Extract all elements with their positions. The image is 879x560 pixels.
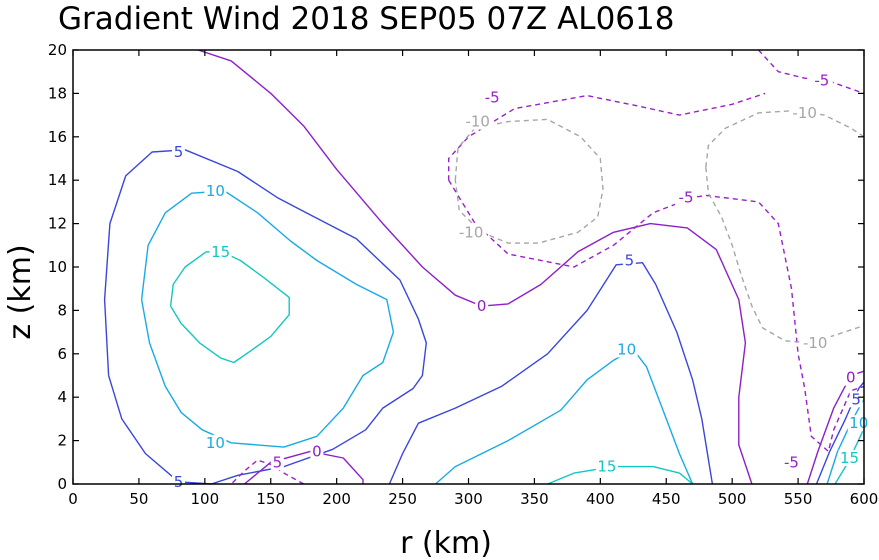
x-axis-label: r (km) [400,526,492,560]
x-axis-ticks: 0 50 100 150 200 250 300 350 400 450 500 550 600 [68,50,878,508]
contour-labels: 15 10 5 10 5 5 0 0 5 10 15 -5 -10 -10 -5 -5 -10 -10 -5 0 5 10… [171,71,870,491]
contour-label-17: -10 [803,334,828,352]
contour-label-bg-13 [455,224,487,241]
contour-label-bg-17 [799,334,831,351]
x-tick-label-12: 600 [850,490,879,508]
contour-label-bg-11 [481,89,504,106]
contour-label-bg-3 [204,434,227,451]
y-tick-label-7: 14 [48,171,67,189]
y-axis-ticks: 0 2 4 6 8 10 12 14 16 18 20 [48,41,864,493]
contour-label-bg-15 [810,72,833,89]
contour-label-0: 15 [211,243,230,261]
contour-label-bg-1 [204,183,227,200]
y-tick-label-3: 6 [57,345,67,363]
contour-label-bg-19 [844,369,858,386]
x-tick-label-8: 400 [586,490,615,508]
contour-label-1: 10 [206,182,225,200]
contour-label-bg-5 [270,454,284,471]
contour-label-11: -5 [485,89,500,107]
contour-line--5-12 [230,459,305,485]
chart-title: Gradient Wind 2018 SEP05 07Z AL0618 [58,1,674,37]
contour-label-bg-18 [780,454,803,471]
x-tick-label-3: 150 [256,490,285,508]
x-tick-label-5: 250 [388,490,417,508]
contour-label-bg-7 [475,298,489,315]
x-tick-label-11: 550 [784,490,813,508]
y-tick-label-8: 16 [48,128,67,146]
contour-label-bg-14 [675,189,698,206]
contour-line-5-6 [103,149,427,485]
y-tick-label-5: 10 [48,258,67,276]
contour-label-16: -10 [792,104,817,122]
contour-label-4: 5 [174,473,184,491]
contour-line-10-3 [140,190,395,448]
contour-line--5-15 [448,179,865,453]
contour-line--10-17 [705,110,865,168]
x-tick-label-1: 50 [129,490,148,508]
contour-line--10-18 [705,167,865,344]
contour-label-bg-6 [310,443,324,460]
x-tick-label-0: 0 [68,490,78,508]
contour-label-bg-20 [849,391,863,408]
contour-line-5-8 [815,381,865,485]
contour-label-19: 0 [846,369,856,387]
contour-label-bg-16 [789,104,821,121]
y-tick-label-0: 0 [57,475,67,493]
contour-label-5: 5 [273,453,283,471]
y-tick-label-6: 12 [48,215,67,233]
contour-label-bg-8 [622,252,636,269]
contour-line-15-0 [169,251,290,364]
contour-label-18: -5 [784,453,799,471]
contour-line-10-4 [435,348,694,485]
contour-label-6: 0 [312,442,322,460]
contour-label-bg-22 [838,449,861,466]
contour-label-7: 0 [477,297,487,315]
contour-label-bg-10 [595,458,618,475]
contour-label-20: 5 [851,390,861,408]
contour-label-bg-2 [171,143,185,160]
contour-line-5-7 [388,262,714,485]
contour-label-14: -5 [679,189,694,207]
y-tick-label-4: 8 [57,301,67,319]
contour-label-bg-0 [209,243,232,260]
x-tick-label-4: 200 [322,490,351,508]
contour-label-3: 10 [206,434,225,452]
y-tick-label-9: 18 [48,84,67,102]
contour-label-21: 10 [849,414,868,432]
contour-label-bg-9 [615,341,638,358]
contour-line--5-13 [757,49,865,95]
contour-line-0-9 [197,49,753,485]
contour-label-22: 15 [840,449,859,467]
contour-label-10: 15 [597,458,616,476]
x-tick-label-2: 100 [191,490,220,508]
contour-line--10-16 [454,118,604,244]
y-tick-label-10: 20 [48,41,67,59]
contour-lines [103,49,865,485]
contour-label-bg-4 [171,473,185,490]
contour-label-2: 5 [174,143,184,161]
contour-label-12: -10 [465,113,490,131]
contour-label-15: -5 [814,71,829,89]
contour-line-15-1 [547,465,694,485]
x-tick-label-9: 450 [652,490,681,508]
contour-label-13: -10 [459,223,484,241]
x-tick-label-7: 350 [520,490,549,508]
x-tick-label-6: 300 [454,490,483,508]
y-tick-label-1: 2 [57,432,67,450]
contour-label-bg-12 [462,113,494,130]
contour-line--5-14 [448,92,766,181]
y-axis-label: z (km) [3,244,38,339]
y-tick-label-2: 4 [57,388,67,406]
x-tick-label-10: 500 [718,490,747,508]
contour-label-9: 10 [617,340,636,358]
contour-line-0-10 [243,450,364,485]
contour-label-8: 5 [625,251,635,269]
